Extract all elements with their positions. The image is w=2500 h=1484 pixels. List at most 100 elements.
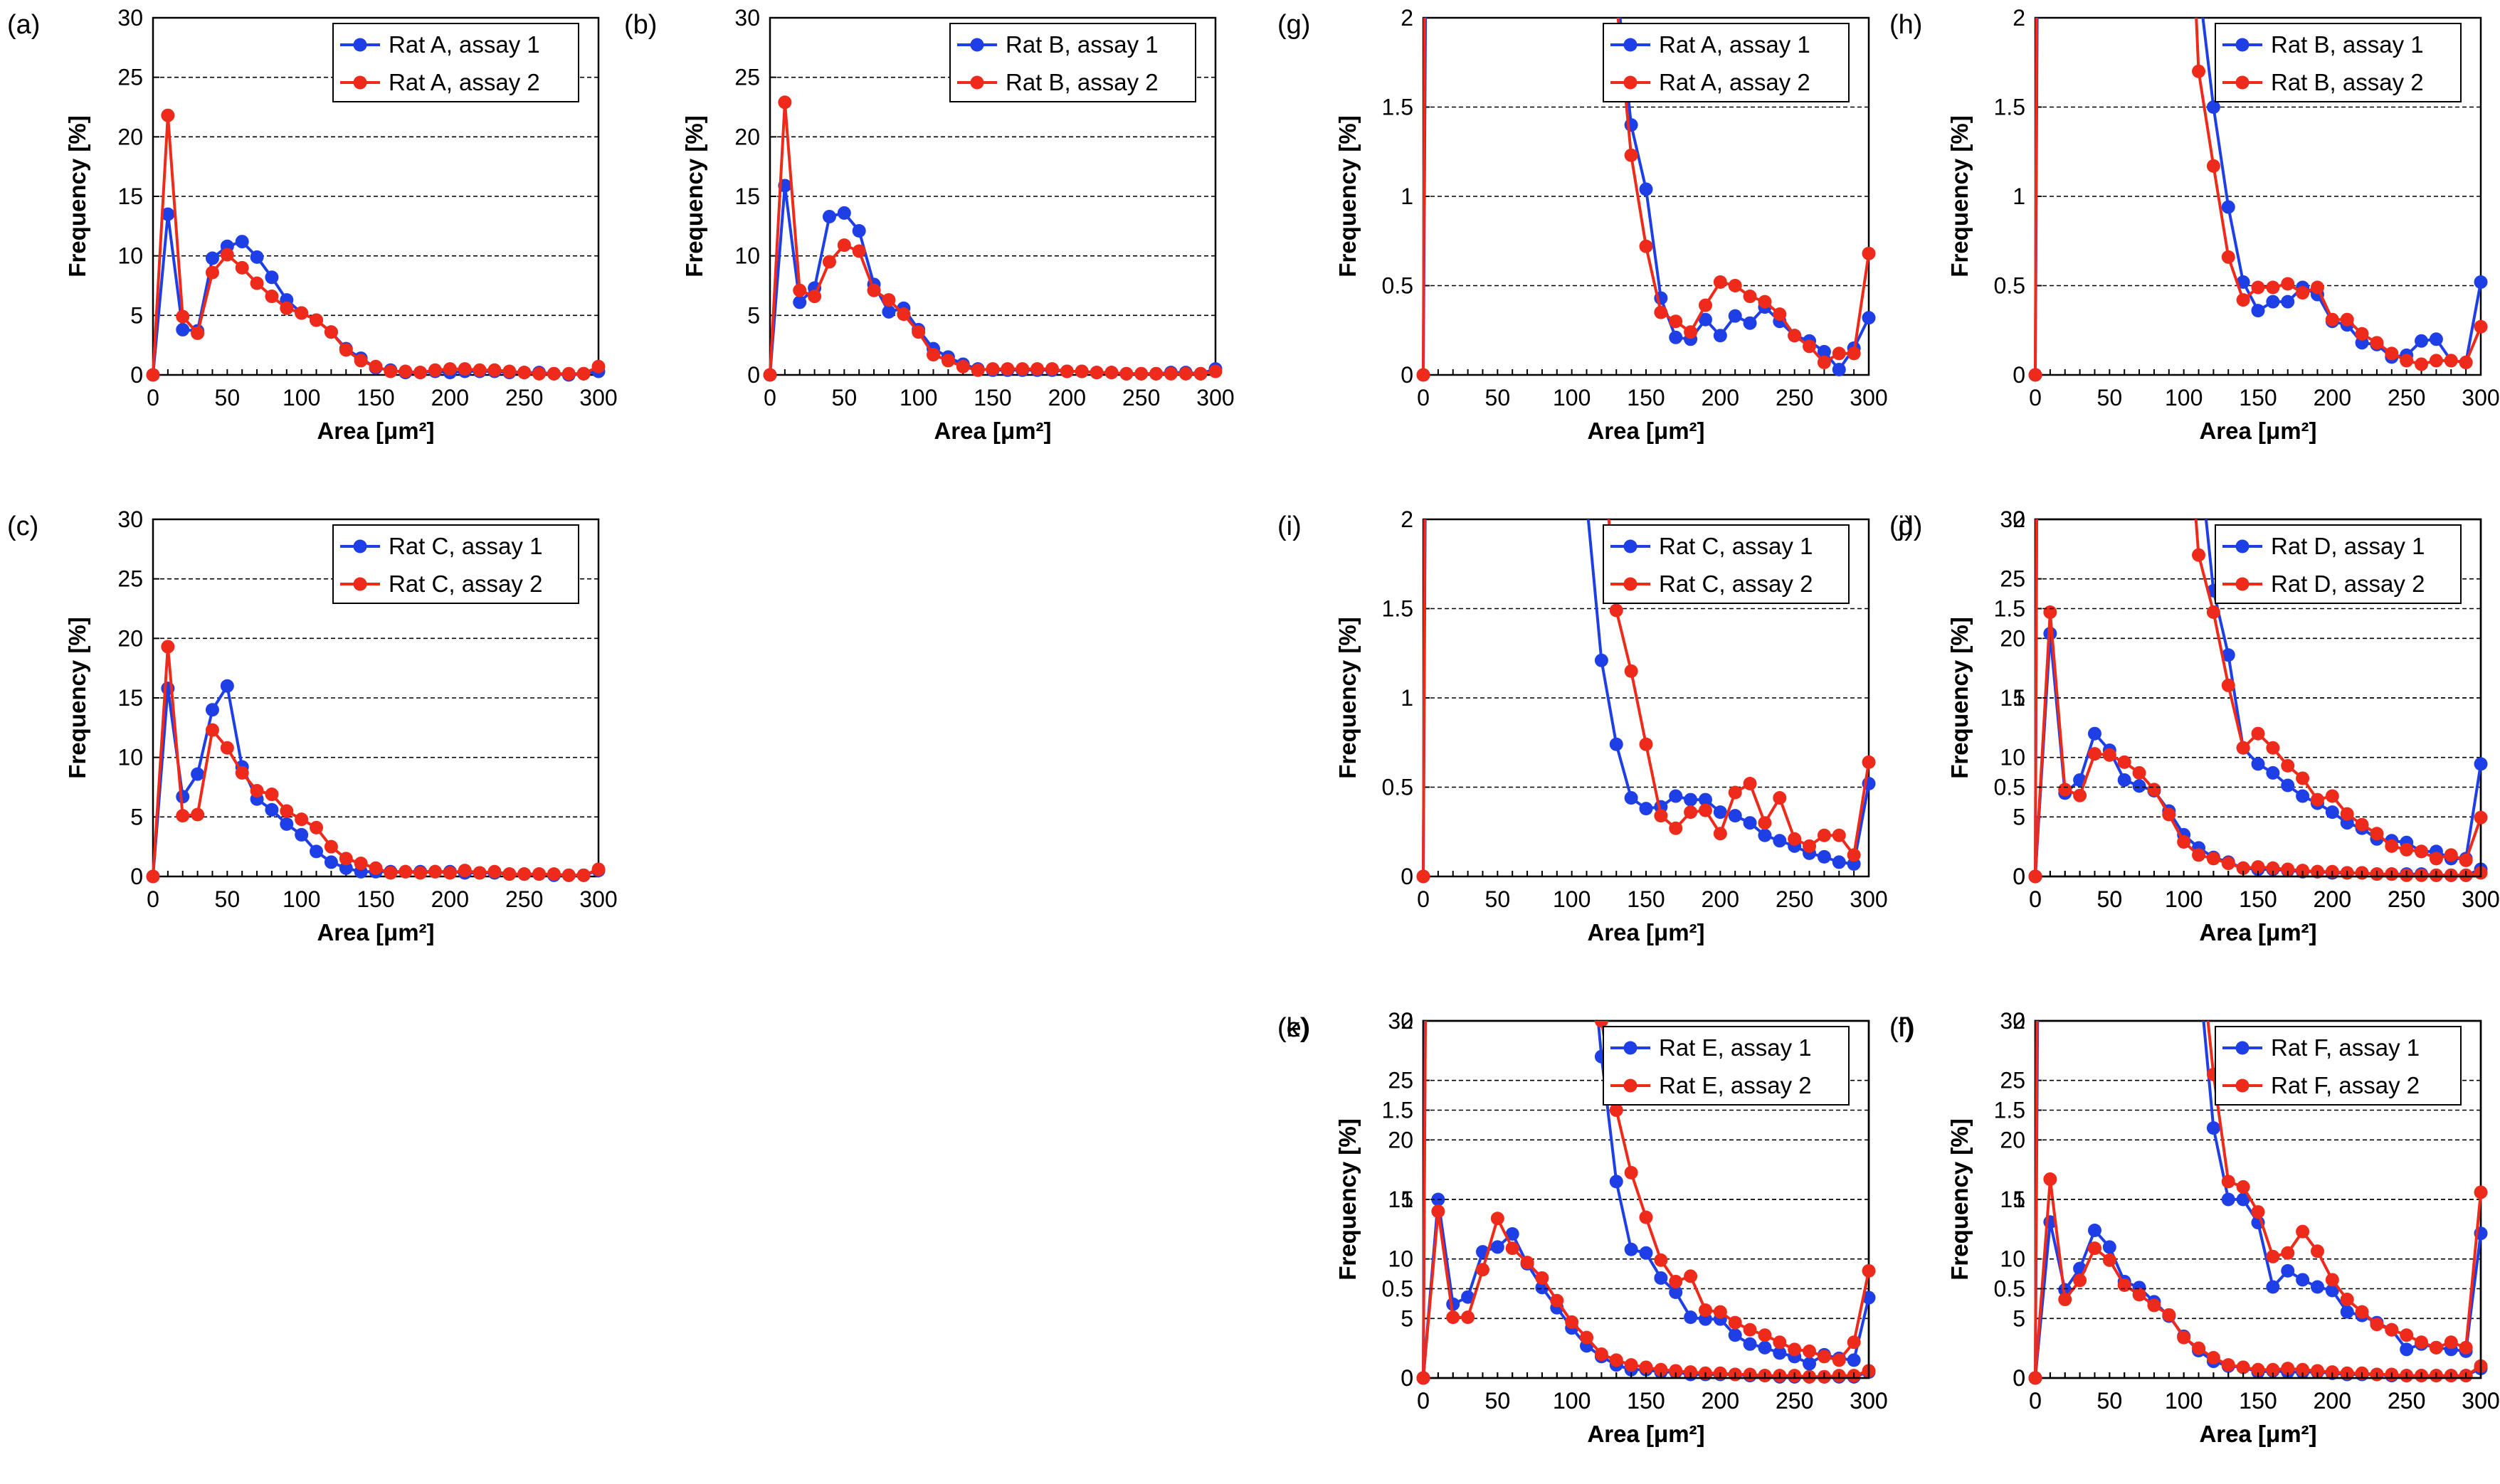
data-point [1758,816,1772,830]
data-point [1728,1315,1742,1330]
data-point [235,235,249,249]
data-point [1520,1256,1534,1270]
data-point [2236,275,2250,289]
data-point [2340,807,2354,821]
data-point [2177,1330,2191,1345]
x-tick-label: 300 [1196,385,1234,410]
data-point [1832,362,1846,376]
x-tick-label: 0 [147,886,159,912]
x-tick-label: 100 [1553,1388,1591,1414]
data-point [339,861,353,875]
data-point [1713,275,1727,289]
data-point [763,368,777,382]
data-point [2206,1121,2220,1135]
legend-entry: Rat E, assay 2 [1659,1072,1812,1098]
panel-label: (e) [1277,1013,1310,1043]
y-tick-label: 10 [117,243,143,269]
data-point [822,255,836,269]
data-point [2385,1323,2399,1337]
series-2 [2028,1172,2488,1385]
data-point [1728,309,1742,323]
y-tick-label: 30 [117,5,143,31]
data-point [280,817,294,831]
data-point [1045,362,1059,376]
series-2 [146,640,606,884]
y-tick-label: 30 [734,5,760,31]
legend-swatch-marker [353,539,367,553]
x-tick-label: 300 [2462,1388,2499,1414]
data-point [324,325,338,339]
x-axis-title: Area [μm²] [2199,1421,2316,1447]
legend-swatch-marker [2235,38,2250,52]
data-point [1030,362,1045,376]
y-tick-label: 0 [1401,1365,1413,1391]
data-point [1862,755,1876,769]
data-point [532,867,547,881]
data-point [2206,605,2220,620]
data-point [2474,275,2488,289]
x-tick-label: 50 [2097,1388,2123,1414]
data-point [2310,1280,2324,1294]
y-axis-title: Frequency [%] [1334,1118,1361,1280]
data-point [2266,741,2280,755]
data-point [1490,1212,1504,1226]
data-point [852,244,866,258]
data-point [205,251,219,265]
data-point [882,304,896,319]
data-point [1788,1342,1802,1357]
data-point [1609,603,1623,618]
data-point [2296,864,2310,878]
data-point [2325,1273,2339,1287]
data-point [487,363,502,377]
data-point [384,866,398,880]
data-point [1060,364,1074,378]
y-tick-label: 0 [1401,362,1413,388]
legend: Rat E, assay 1 Rat E, assay 2 [1603,1026,1850,1106]
data-point [2236,293,2250,307]
data-point [1758,1340,1772,1355]
data-point [354,857,368,871]
data-point [161,108,175,122]
data-point [2370,336,2384,350]
y-tick-label: 1.5 [1382,95,1413,120]
y-tick-label: 30 [2000,1008,2025,1034]
data-point [1817,828,1831,842]
data-point [837,238,851,253]
data-point [2162,1308,2176,1322]
data-point [1713,329,1727,343]
data-point [561,868,576,882]
data-point [1609,1103,1623,1117]
x-tick-label: 200 [1702,1388,1739,1414]
data-point [2132,765,2146,780]
y-axis-title: Frequency [%] [64,617,90,778]
x-tick-label: 150 [2239,1388,2277,1414]
legend-entry: Rat B, assay 1 [1006,31,1159,58]
x-tick-label: 300 [1850,886,1887,912]
data-point [2429,1340,2443,1355]
data-point [146,869,160,884]
x-tick-label: 150 [2239,886,2277,912]
legend-swatch-marker [353,38,367,52]
legend-box [332,23,579,102]
data-point [2281,1246,2295,1260]
y-tick-label: 1 [1401,184,1413,209]
data-point [1624,791,1638,805]
x-tick-label: 100 [283,886,320,912]
data-point [2221,200,2235,214]
series-1 [763,179,1223,382]
data-point [1090,366,1104,380]
data-point [2340,1293,2354,1307]
legend-box [1603,23,1850,102]
legend-entry: Rat C, assay 2 [1659,571,1813,597]
chart-panel-h: (h) 0 50 100 150 200 250 300 0 0.5 1 1.5 2 Area [μm²]… [1889,5,2500,444]
data-point [2310,1244,2324,1258]
data-point [2310,280,2324,295]
x-tick-label: 150 [2239,385,2277,410]
data-point [2429,354,2443,368]
y-tick-label: 2 [1401,5,1413,31]
data-point [2266,280,2280,295]
data-point [1832,855,1846,869]
legend-box [949,23,1196,102]
x-tick-label: 250 [2388,886,2425,912]
data-point [1862,1263,1876,1278]
